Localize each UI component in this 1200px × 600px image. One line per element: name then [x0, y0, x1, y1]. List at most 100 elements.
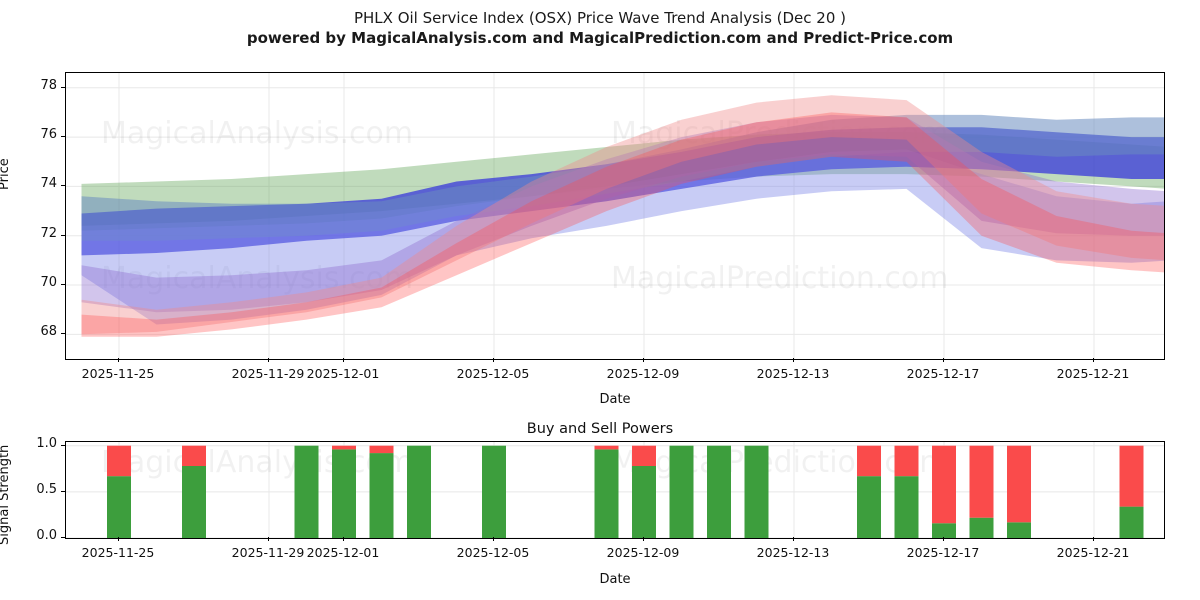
sell-power-bar: [182, 445, 206, 466]
buy-power-bar: [1119, 506, 1144, 538]
price-y-tick-label: 70: [40, 275, 57, 291]
sell-power-bar: [1007, 445, 1031, 523]
price-y-tick-label: 74: [40, 176, 57, 192]
watermark-text: MagicalPrediction.com: [611, 445, 949, 480]
price-x-tick-label: 2025-12-01: [306, 366, 380, 381]
power-y-tick-mark: [61, 444, 65, 446]
buy-power-bar: [182, 466, 206, 538]
price-y-tick-label: 72: [40, 225, 57, 241]
price-y-tick-mark: [61, 284, 65, 286]
price-band-pink-band: [81, 95, 1164, 335]
watermark-text: MagicalAnalysis.com: [101, 116, 413, 151]
power-x-tick-mark: [493, 537, 494, 541]
price-x-tick-mark: [793, 358, 794, 362]
price-x-tick-label: 2025-12-17: [906, 366, 980, 381]
buy-power-bar: [107, 476, 131, 538]
power-y-axis-label: Signal Strength: [0, 444, 12, 545]
price-x-tick-mark: [493, 358, 494, 362]
buy-power-bar: [969, 517, 994, 538]
sell-power-bar: [969, 445, 994, 518]
sell-power-bar: [1119, 445, 1144, 507]
buy-power-bar: [594, 449, 619, 538]
power-y-tick-label: 0.0: [36, 528, 57, 543]
chart-title-block: PHLX Oil Service Index (OSX) Price Wave …: [0, 8, 1200, 48]
price-band-purple-band: [81, 114, 1164, 313]
buy-power-bar: [294, 445, 319, 538]
power-y-tick-label: 0.5: [36, 481, 57, 497]
sell-power-bar: [332, 445, 356, 450]
buy-power-bar: [482, 445, 506, 538]
power-x-tick-label: 2025-12-21: [1056, 545, 1130, 560]
sell-power-bar: [894, 445, 919, 477]
power-x-tick-label: 2025-11-29: [231, 545, 305, 560]
buy-power-bar: [894, 476, 919, 538]
buy-power-bar: [332, 449, 356, 538]
price-x-tick-label: 2025-11-25: [81, 366, 155, 381]
buy-power-bar: [632, 466, 656, 538]
price-y-tick-label: 68: [40, 324, 57, 340]
buy-power-bar: [369, 453, 394, 538]
power-x-tick-label: 2025-12-09: [606, 545, 680, 560]
power-y-tick-label: 1.0: [36, 435, 57, 451]
buy-power-bar: [857, 476, 881, 538]
price-y-tick-mark: [61, 136, 65, 138]
watermark-text: MagicalAnalysis.com: [101, 261, 413, 296]
power-x-tick-mark: [343, 537, 344, 541]
sell-power-bar: [632, 445, 656, 466]
price-y-tick-label: 78: [40, 77, 57, 93]
buy-sell-powers-svg: MagicalAnalysis.com MagicalPrediction.com: [66, 442, 1164, 538]
price-y-tick-mark: [61, 333, 65, 335]
price-band-steel-blue-band: [81, 114, 1164, 241]
sell-power-bar: [932, 445, 956, 524]
power-x-tick-label: 2025-12-05: [456, 545, 530, 560]
sell-power-bar: [107, 445, 131, 477]
price-y-tick-mark: [61, 185, 65, 187]
power-x-tick-label: 2025-11-25: [81, 545, 155, 560]
power-x-tick-label: 2025-12-01: [306, 545, 380, 560]
price-y-tick-mark: [61, 86, 65, 88]
price-x-tick-mark: [118, 358, 119, 362]
price-x-tick-label: 2025-11-29: [231, 366, 305, 381]
price-x-tick-mark: [268, 358, 269, 362]
price-x-tick-label: 2025-12-13: [756, 366, 830, 381]
power-x-axis-label: Date: [599, 572, 631, 587]
price-y-tick-mark: [61, 234, 65, 236]
price-x-tick-mark: [343, 358, 344, 362]
price-x-axis-label: Date: [599, 392, 631, 407]
price-wave-svg: MagicalAnalysis.com MagicalPrediction.com…: [66, 73, 1164, 359]
buy-power-bar: [669, 445, 694, 538]
price-band-light-blue-band: [81, 149, 1164, 325]
sell-power-bar: [857, 445, 881, 477]
power-x-tick-mark: [943, 537, 944, 541]
buy-power-bar: [932, 523, 956, 538]
price-x-tick-label: 2025-12-09: [606, 366, 680, 381]
price-wave-plot: MagicalAnalysis.com MagicalPrediction.com…: [65, 72, 1165, 360]
price-x-tick-label: 2025-12-05: [456, 366, 530, 381]
buy-power-bar: [744, 445, 769, 538]
sell-power-bar: [369, 445, 394, 454]
price-y-tick-label: 76: [40, 127, 57, 143]
buy-power-bar: [1007, 522, 1031, 538]
power-x-tick-mark: [793, 537, 794, 541]
chart-title-subtitle: powered by MagicalAnalysis.com and Magic…: [246, 29, 954, 47]
watermark-text: MagicalPrediction.com: [611, 261, 949, 296]
price-x-tick-mark: [643, 358, 644, 362]
buy-sell-powers-plot: MagicalAnalysis.com MagicalPrediction.com: [65, 441, 1165, 539]
sell-power-bar: [594, 445, 619, 450]
watermark-text: MagicalAnalysis.com: [101, 445, 413, 480]
power-y-tick-mark: [61, 537, 65, 538]
price-y-axis-label: Price: [0, 158, 12, 190]
price-x-tick-mark: [1093, 358, 1094, 362]
price-x-tick-mark: [943, 358, 944, 362]
price-x-tick-label: 2025-12-21: [1056, 366, 1130, 381]
power-x-tick-mark: [268, 537, 269, 541]
power-x-tick-mark: [643, 537, 644, 541]
buy-power-bar: [707, 445, 731, 538]
power-x-tick-mark: [1093, 537, 1094, 541]
power-x-tick-label: 2025-12-17: [906, 545, 980, 560]
power-y-tick-mark: [61, 490, 65, 492]
power-x-tick-label: 2025-12-13: [756, 545, 830, 560]
power-chart-title: Buy and Sell Powers: [526, 421, 674, 437]
buy-power-bar: [407, 445, 431, 538]
